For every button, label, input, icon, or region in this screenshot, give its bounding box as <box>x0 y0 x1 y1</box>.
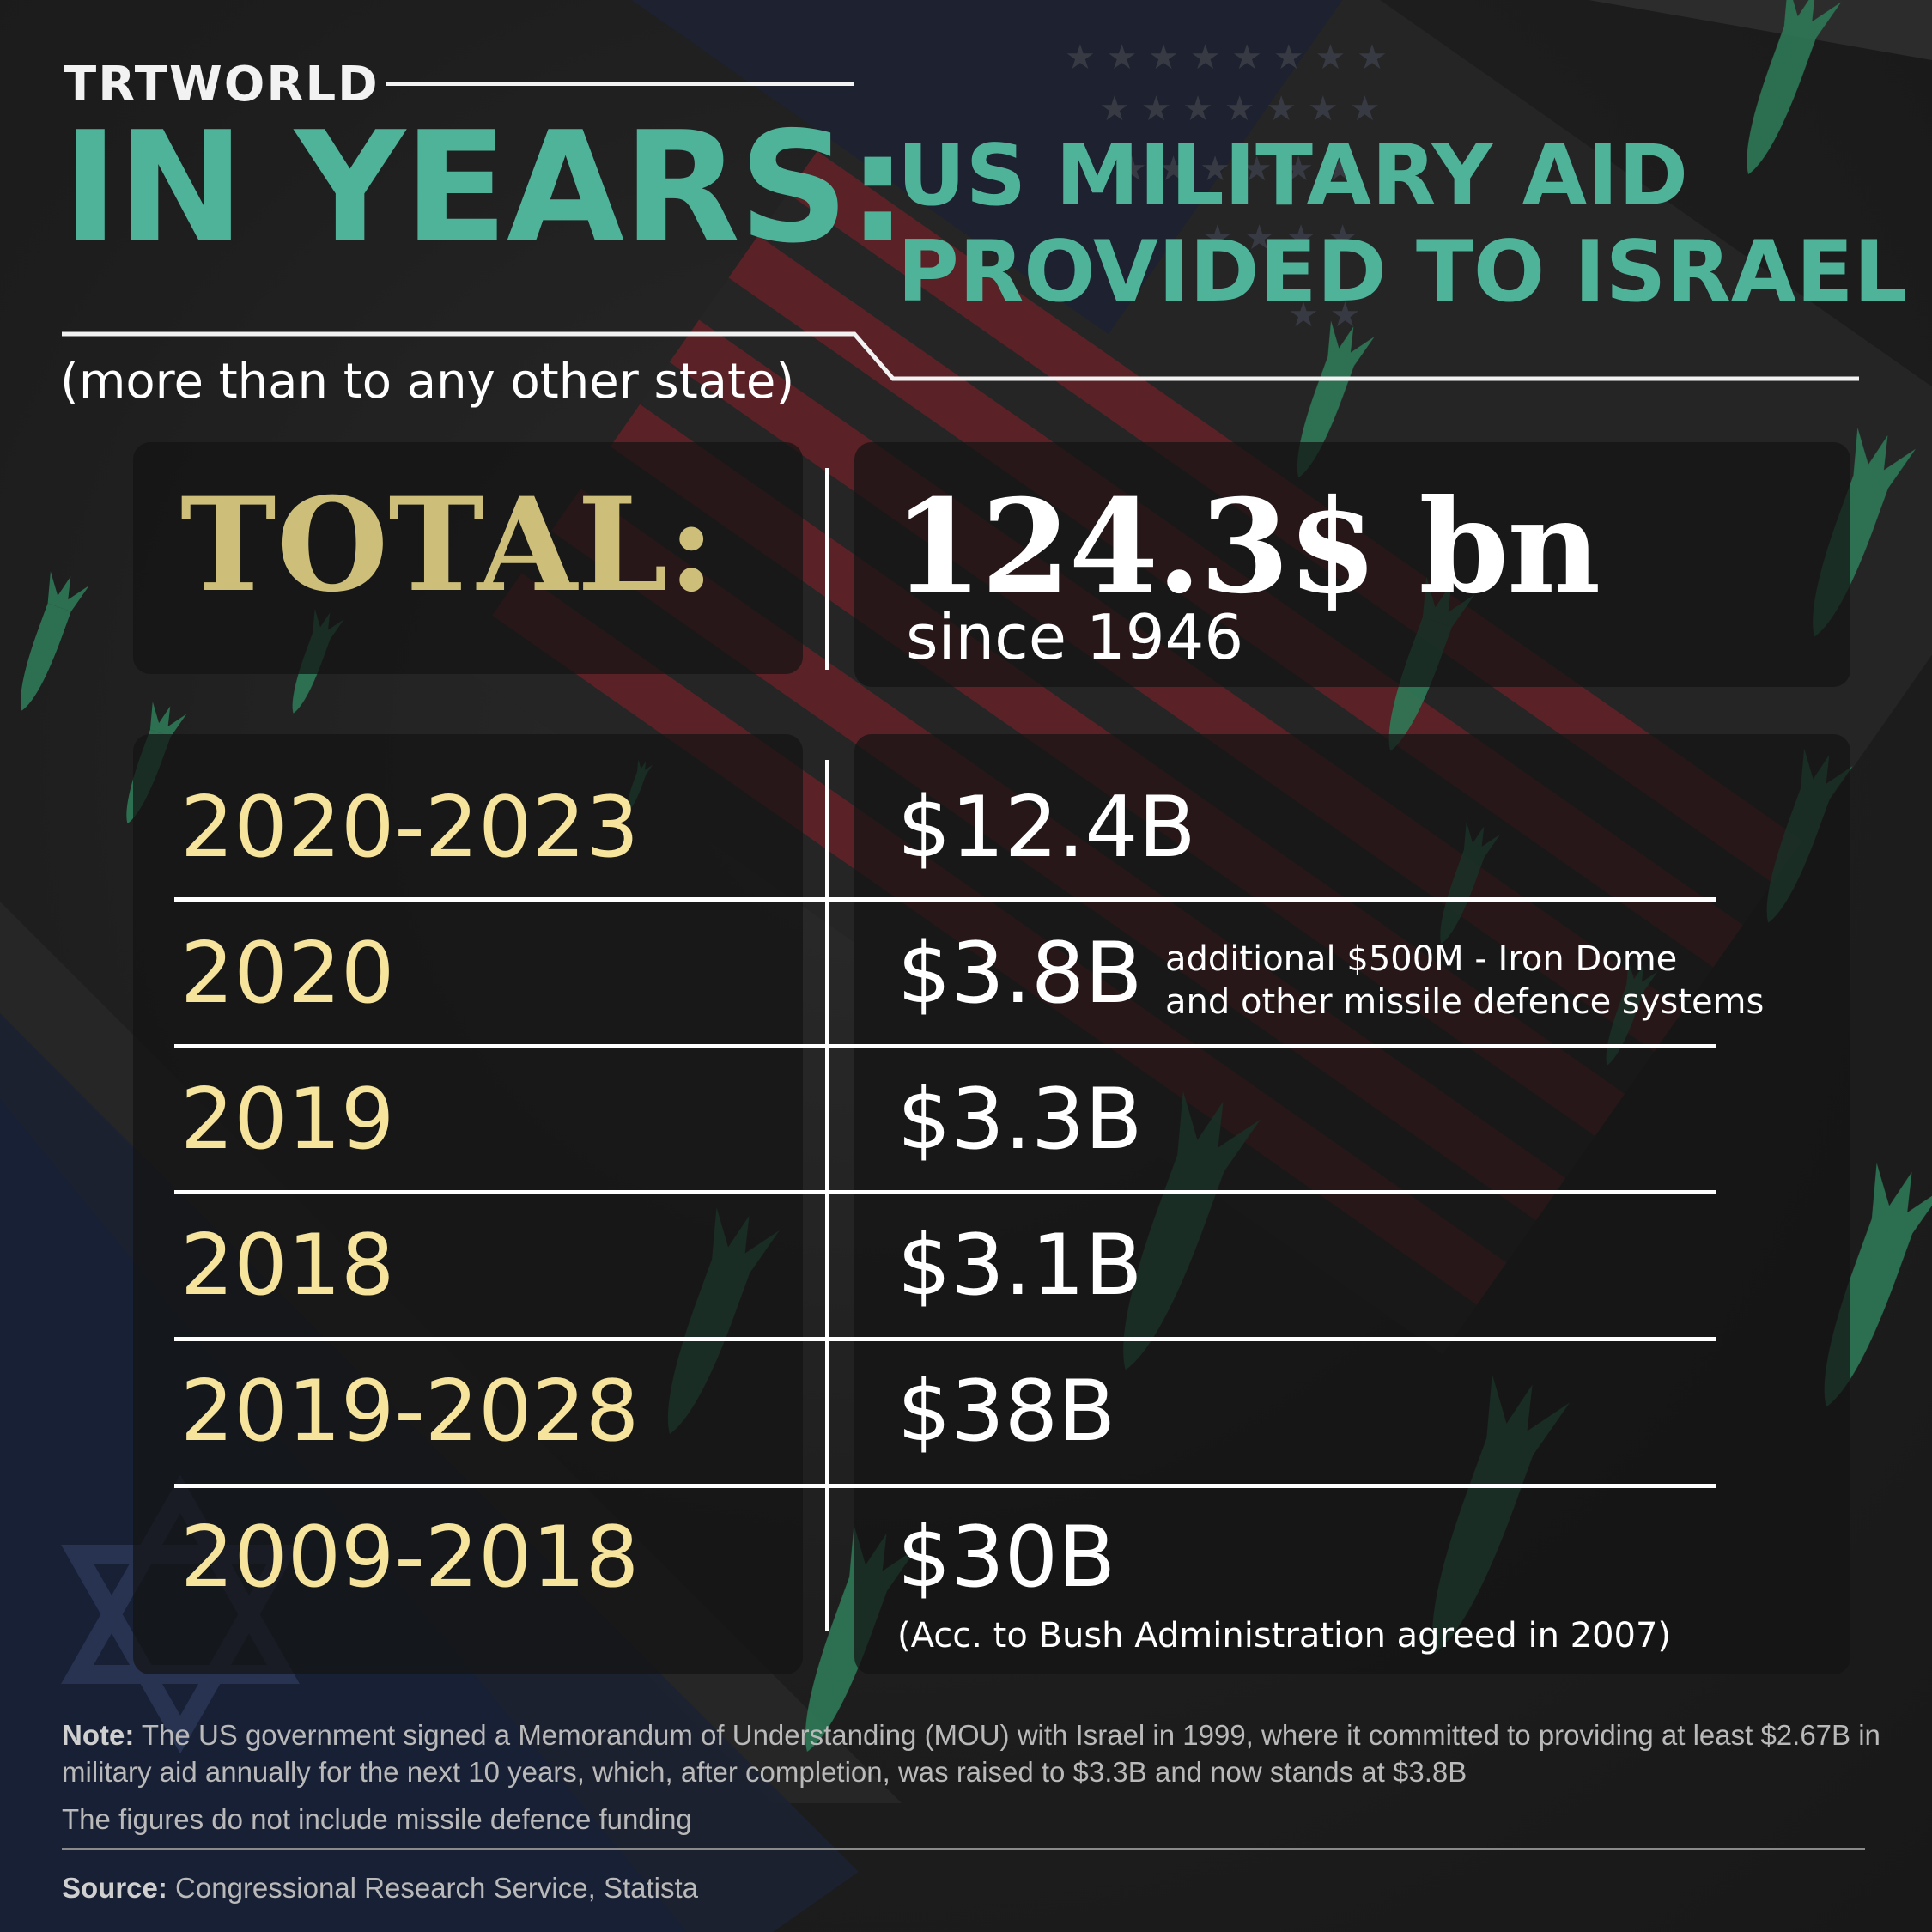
svg-text:★ ★ ★ ★ ★ ★ ★ ★: ★ ★ ★ ★ ★ ★ ★ ★ <box>1065 38 1388 77</box>
svg-text:★ ★ ★ ★: ★ ★ ★ ★ <box>1202 218 1358 258</box>
row-divider <box>174 1484 1716 1488</box>
source-label: Source: <box>62 1872 167 1904</box>
total-since: since 1946 <box>906 601 1244 673</box>
logo-divider <box>386 82 854 86</box>
row-period: 2019-2028 <box>180 1363 640 1461</box>
footnote-label: Note: <box>62 1719 135 1751</box>
row-note: additional $500M - Iron Dome and other m… <box>1165 938 1764 1024</box>
total-label: TOTAL: <box>180 470 715 621</box>
svg-text:★ ★ ★ ★ ★ ★ ★: ★ ★ ★ ★ ★ ★ ★ <box>1099 89 1380 129</box>
row-amount: $3.1B <box>897 1217 1143 1315</box>
row-period: 2019 <box>180 1071 395 1169</box>
headline-sub-line2: PROVIDED TO ISRAEL <box>897 222 1908 321</box>
total-label-panel <box>133 442 803 674</box>
headline-subtitle: (more than to any other state) <box>60 354 795 410</box>
footnote-text: The US government signed a Memorandum of… <box>62 1719 1880 1788</box>
row-amount: $30B <box>897 1509 1116 1607</box>
footer-divider <box>62 1848 1865 1850</box>
headline-main: IN YEARS: <box>62 99 908 276</box>
total-value-panel <box>854 442 1850 687</box>
row-divider <box>174 1190 1716 1194</box>
row-amount: $3.8B <box>897 925 1143 1023</box>
row-period: 2020-2023 <box>180 779 640 877</box>
footnote-extra: The figures do not include missile defen… <box>62 1803 692 1835</box>
total-divider <box>825 468 829 670</box>
brand-logo: TRTWORLD <box>64 57 380 112</box>
row-note-line1: additional $500M - Iron Dome <box>1165 939 1678 979</box>
source-text: Congressional Research Service, Statista <box>175 1872 698 1904</box>
row-amount: $38B <box>897 1363 1116 1461</box>
row-amount: $3.3B <box>897 1071 1143 1169</box>
total-value: 124.3$ bn <box>893 471 1601 623</box>
svg-text:★ ★ ★ ★ ★ ★: ★ ★ ★ ★ ★ ★ <box>1116 149 1356 189</box>
row-note-line2: and other missile defence systems <box>1165 982 1765 1022</box>
row-divider <box>174 1044 1716 1048</box>
amounts-panel <box>854 734 1850 1674</box>
row-note: (Acc. to Bush Administration agreed in 2… <box>897 1616 1672 1656</box>
headline-sub: US MILITARY AID PROVIDED TO ISRAEL <box>897 127 1908 321</box>
periods-panel <box>133 734 803 1674</box>
row-period: 2018 <box>180 1217 395 1315</box>
source-line: Source: Congressional Research Service, … <box>62 1872 698 1905</box>
table-column-divider <box>825 760 829 1631</box>
row-period: 2020 <box>180 925 395 1023</box>
row-amount: $12.4B <box>897 779 1196 877</box>
row-divider <box>174 1337 1716 1341</box>
svg-text:★ ★: ★ ★ <box>1288 295 1360 335</box>
footnote: Note: The US government signed a Memoran… <box>62 1717 1891 1791</box>
row-period: 2009-2018 <box>180 1509 640 1607</box>
row-divider <box>174 897 1716 902</box>
headline-sub-line1: US MILITARY AID <box>897 127 1689 225</box>
